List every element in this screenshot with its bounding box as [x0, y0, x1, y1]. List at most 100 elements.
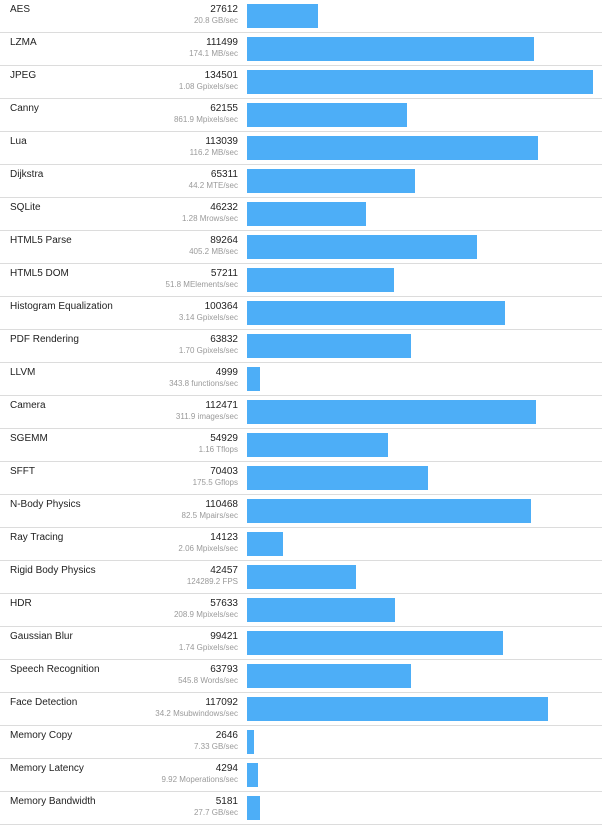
benchmark-score: 42457	[210, 565, 238, 576]
benchmark-name: SQLite	[10, 202, 41, 213]
benchmark-bar	[247, 631, 503, 655]
benchmark-rate: 9.92 Moperations/sec	[161, 775, 239, 784]
benchmark-rate: 1.28 Mrows/sec	[181, 214, 238, 223]
benchmark-row: N-Body Physics 110468 82.5 Mpairs/sec	[0, 495, 602, 528]
benchmark-name: Lua	[10, 136, 27, 147]
benchmark-bar	[247, 730, 254, 754]
benchmark-rate: 1.70 Gpixels/sec	[178, 346, 238, 355]
benchmark-bar	[247, 268, 394, 292]
benchmark-score: 117092	[205, 697, 238, 708]
benchmark-chart: AES 27612 20.8 GB/sec LZMA 111499 174.1 MB/se…	[0, 4, 602, 825]
benchmark-name: Memory Latency	[10, 763, 84, 774]
benchmark-row: SGEMM 54929 1.16 Tflops	[0, 429, 602, 462]
benchmark-bar	[247, 532, 283, 556]
benchmark-score: 57633	[210, 598, 238, 609]
benchmark-bar	[247, 466, 428, 490]
benchmark-row: HDR 57633 208.9 Mpixels/sec	[0, 594, 602, 627]
benchmark-bar	[247, 70, 593, 94]
benchmark-bar	[247, 598, 395, 622]
benchmark-rate: 861.9 Mpixels/sec	[173, 115, 238, 124]
benchmark-rate: 20.8 GB/sec	[193, 16, 238, 25]
benchmark-bar	[247, 202, 366, 226]
benchmark-score: 111499	[206, 37, 238, 48]
benchmark-row: Ray Tracing 14123 2.06 Mpixels/sec	[0, 528, 602, 561]
benchmark-name: LLVM	[10, 367, 36, 378]
benchmark-row: Speech Recognition 63793 545.8 Words/sec	[0, 660, 602, 693]
benchmark-row: Gaussian Blur 99421 1.74 Gpixels/sec	[0, 627, 602, 660]
benchmark-rate: 44.2 MTE/sec	[188, 181, 238, 190]
benchmark-row: Camera 112471 311.9 images/sec	[0, 396, 602, 429]
benchmark-bar	[247, 565, 356, 589]
benchmark-score: 113039	[205, 136, 238, 147]
benchmark-rate: 174.1 MB/sec	[189, 49, 238, 58]
benchmark-score: 4999	[215, 367, 238, 378]
benchmark-name: JPEG	[10, 70, 37, 81]
benchmark-bar	[247, 367, 260, 391]
benchmark-row: Canny 62155 861.9 Mpixels/sec	[0, 99, 602, 132]
benchmark-rate: 124289.2 FPS	[186, 577, 238, 586]
benchmark-score: 112471	[205, 400, 238, 411]
benchmark-row: Memory Copy 2646 7.33 GB/sec	[0, 726, 602, 759]
benchmark-row: HTML5 Parse 89264 405.2 MB/sec	[0, 231, 602, 264]
benchmark-rate: 27.7 GB/sec	[193, 808, 238, 817]
benchmark-score: 5181	[215, 796, 238, 807]
benchmark-bar	[247, 400, 536, 424]
benchmark-rate: 175.5 Gflops	[192, 478, 238, 487]
benchmark-rate: 82.5 Mpairs/sec	[181, 511, 238, 520]
benchmark-bar	[247, 4, 318, 28]
benchmark-bar	[247, 235, 477, 259]
benchmark-rate: 2.06 Mpixels/sec	[178, 544, 238, 553]
benchmark-row: LZMA 111499 174.1 MB/sec	[0, 33, 602, 66]
benchmark-rate: 343.8 functions/sec	[169, 379, 238, 388]
benchmark-name: HDR	[10, 598, 32, 609]
benchmark-bar	[247, 763, 258, 787]
benchmark-row: Memory Bandwidth 5181 27.7 GB/sec	[0, 792, 602, 825]
benchmark-bar	[247, 334, 411, 358]
benchmark-row: Rigid Body Physics 42457 124289.2 FPS	[0, 561, 602, 594]
benchmark-score: 57211	[210, 268, 238, 279]
benchmark-score: 27612	[210, 4, 238, 15]
benchmark-name: LZMA	[10, 37, 37, 48]
benchmark-rate: 208.9 Mpixels/sec	[173, 610, 238, 619]
benchmark-name: Memory Copy	[10, 730, 73, 741]
benchmark-bar	[247, 301, 505, 325]
benchmark-name: Dijkstra	[10, 169, 44, 180]
benchmark-rate: 1.74 Gpixels/sec	[178, 643, 238, 652]
benchmark-row: Face Detection 117092 34.2 Msubwindows/sec	[0, 693, 602, 726]
benchmark-bar	[247, 103, 407, 127]
benchmark-score: 99421	[210, 631, 238, 642]
benchmark-name: Canny	[10, 103, 39, 114]
benchmark-name: SGEMM	[10, 433, 48, 444]
benchmark-row: PDF Rendering 63832 1.70 Gpixels/sec	[0, 330, 602, 363]
benchmark-score: 2646	[215, 730, 238, 741]
benchmark-bar	[247, 37, 534, 61]
benchmark-row: SQLite 46232 1.28 Mrows/sec	[0, 198, 602, 231]
benchmark-score: 62155	[210, 103, 238, 114]
benchmark-rate: 311.9 images/sec	[175, 412, 238, 421]
benchmark-bar	[247, 433, 388, 457]
benchmark-name: Gaussian Blur	[10, 631, 73, 642]
benchmark-score: 134501	[204, 70, 238, 81]
benchmark-bar	[247, 697, 548, 721]
benchmark-name: Speech Recognition	[10, 664, 100, 675]
benchmark-rate: 34.2 Msubwindows/sec	[155, 709, 238, 718]
benchmark-rate: 405.2 MB/sec	[189, 247, 238, 256]
benchmark-score: 89264	[210, 235, 238, 246]
benchmark-score: 70403	[210, 466, 238, 477]
benchmark-name: Histogram Equalization	[10, 301, 113, 312]
benchmark-name: PDF Rendering	[10, 334, 79, 345]
benchmark-rate: 545.8 Words/sec	[178, 676, 238, 685]
benchmark-bar	[247, 169, 415, 193]
benchmark-rate: 7.33 GB/sec	[193, 742, 238, 751]
benchmark-row: Memory Latency 4294 9.92 Moperations/sec	[0, 759, 602, 792]
benchmark-score: 46232	[210, 202, 238, 213]
benchmark-name: SFFT	[10, 466, 35, 477]
benchmark-row: LLVM 4999 343.8 functions/sec	[0, 363, 602, 396]
benchmark-bar	[247, 664, 411, 688]
benchmark-rate: 1.16 Tflops	[198, 445, 238, 454]
benchmark-name: Memory Bandwidth	[10, 796, 96, 807]
benchmark-score: 4294	[215, 763, 238, 774]
benchmark-score: 54929	[210, 433, 238, 444]
benchmark-name: AES	[10, 4, 31, 15]
benchmark-name: HTML5 DOM	[10, 268, 69, 279]
